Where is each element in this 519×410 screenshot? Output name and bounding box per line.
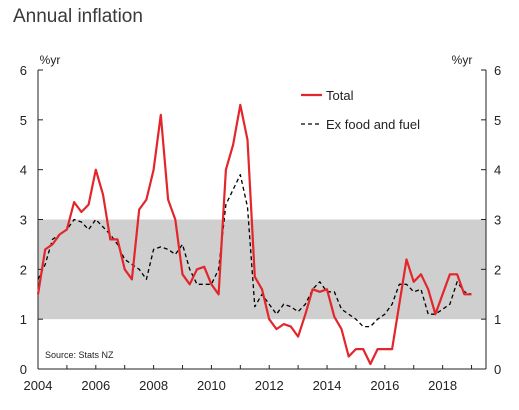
y-tick-label-right: 0 <box>494 362 501 377</box>
y-tick-label-left: 2 <box>20 262 27 277</box>
x-tick-label: 2008 <box>139 378 168 393</box>
y-tick-label-right: 6 <box>494 63 501 78</box>
legend: Total Ex food and fuel <box>301 88 420 132</box>
y-tick-label-left: 5 <box>20 113 27 128</box>
y-tick-label-left: 4 <box>20 163 27 178</box>
y-unit-right: %yr <box>452 53 473 67</box>
y-tick-label-right: 4 <box>494 163 501 178</box>
x-tick-label: 2012 <box>255 378 284 393</box>
chart-title: Annual inflation <box>13 6 143 27</box>
y-unit-left: %yr <box>40 53 61 67</box>
source-note: Source: Stats NZ <box>45 350 114 360</box>
y-tick-label-left: 3 <box>20 213 27 228</box>
legend-label-total: Total <box>326 88 354 103</box>
x-tick-label: 2014 <box>313 378 342 393</box>
y-tick-label-right: 3 <box>494 213 501 228</box>
y-tick-label-left: 0 <box>20 362 27 377</box>
x-tick-label: 2016 <box>370 378 399 393</box>
x-tick-label: 2004 <box>24 378 53 393</box>
x-tick-label: 2010 <box>197 378 226 393</box>
tick-labels: 0 0 1 1 2 2 3 3 4 4 5 5 6 6 2004 2006 2008 2010 2012 2014 20… <box>20 63 501 393</box>
series-line-ex-food-fuel <box>37 174 472 328</box>
legend-label-ex-food-fuel: Ex food and fuel <box>326 117 420 132</box>
axes <box>37 69 487 370</box>
x-tick-label: 2006 <box>81 378 110 393</box>
series-lines <box>36 103 472 366</box>
y-tick-label-right: 5 <box>494 113 501 128</box>
series-line-total <box>36 103 472 366</box>
y-tick-label-left: 1 <box>20 312 27 327</box>
y-tick-label-right: 1 <box>494 312 501 327</box>
x-tick-label: 2018 <box>428 378 457 393</box>
y-tick-label-left: 6 <box>20 63 27 78</box>
target-band <box>38 219 486 320</box>
y-tick-label-right: 2 <box>494 262 501 277</box>
